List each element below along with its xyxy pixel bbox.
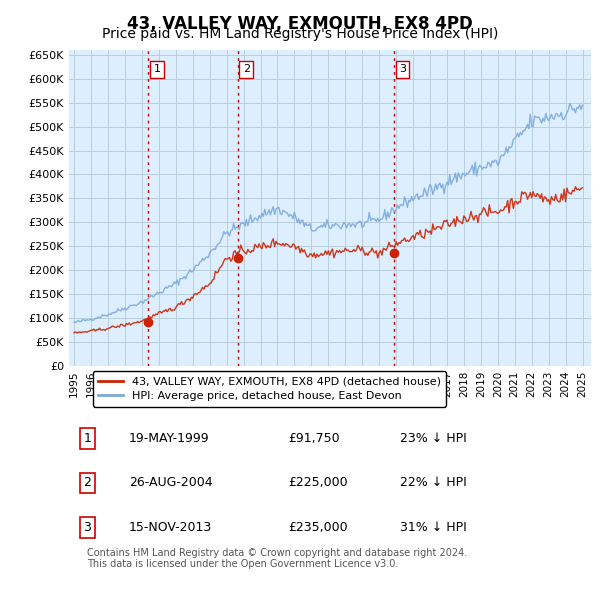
Legend: 43, VALLEY WAY, EXMOUTH, EX8 4PD (detached house), HPI: Average price, detached : 43, VALLEY WAY, EXMOUTH, EX8 4PD (detach… xyxy=(93,371,446,407)
Text: £235,000: £235,000 xyxy=(288,521,348,534)
Text: 1: 1 xyxy=(154,64,160,74)
Text: Contains HM Land Registry data © Crown copyright and database right 2024.
This d: Contains HM Land Registry data © Crown c… xyxy=(87,548,467,569)
Text: £91,750: £91,750 xyxy=(288,432,340,445)
Text: 43, VALLEY WAY, EXMOUTH, EX8 4PD: 43, VALLEY WAY, EXMOUTH, EX8 4PD xyxy=(127,15,473,33)
Text: 3: 3 xyxy=(399,64,406,74)
Text: 22% ↓ HPI: 22% ↓ HPI xyxy=(400,477,467,490)
Text: 26-AUG-2004: 26-AUG-2004 xyxy=(129,477,212,490)
Text: 2: 2 xyxy=(83,477,91,490)
Text: 19-MAY-1999: 19-MAY-1999 xyxy=(129,432,209,445)
Text: £225,000: £225,000 xyxy=(288,477,348,490)
Text: 1: 1 xyxy=(83,432,91,445)
Text: 15-NOV-2013: 15-NOV-2013 xyxy=(129,521,212,534)
Text: 3: 3 xyxy=(83,521,91,534)
Text: 31% ↓ HPI: 31% ↓ HPI xyxy=(400,521,467,534)
Text: 23% ↓ HPI: 23% ↓ HPI xyxy=(400,432,467,445)
Text: Price paid vs. HM Land Registry's House Price Index (HPI): Price paid vs. HM Land Registry's House … xyxy=(102,27,498,41)
Text: 2: 2 xyxy=(243,64,250,74)
